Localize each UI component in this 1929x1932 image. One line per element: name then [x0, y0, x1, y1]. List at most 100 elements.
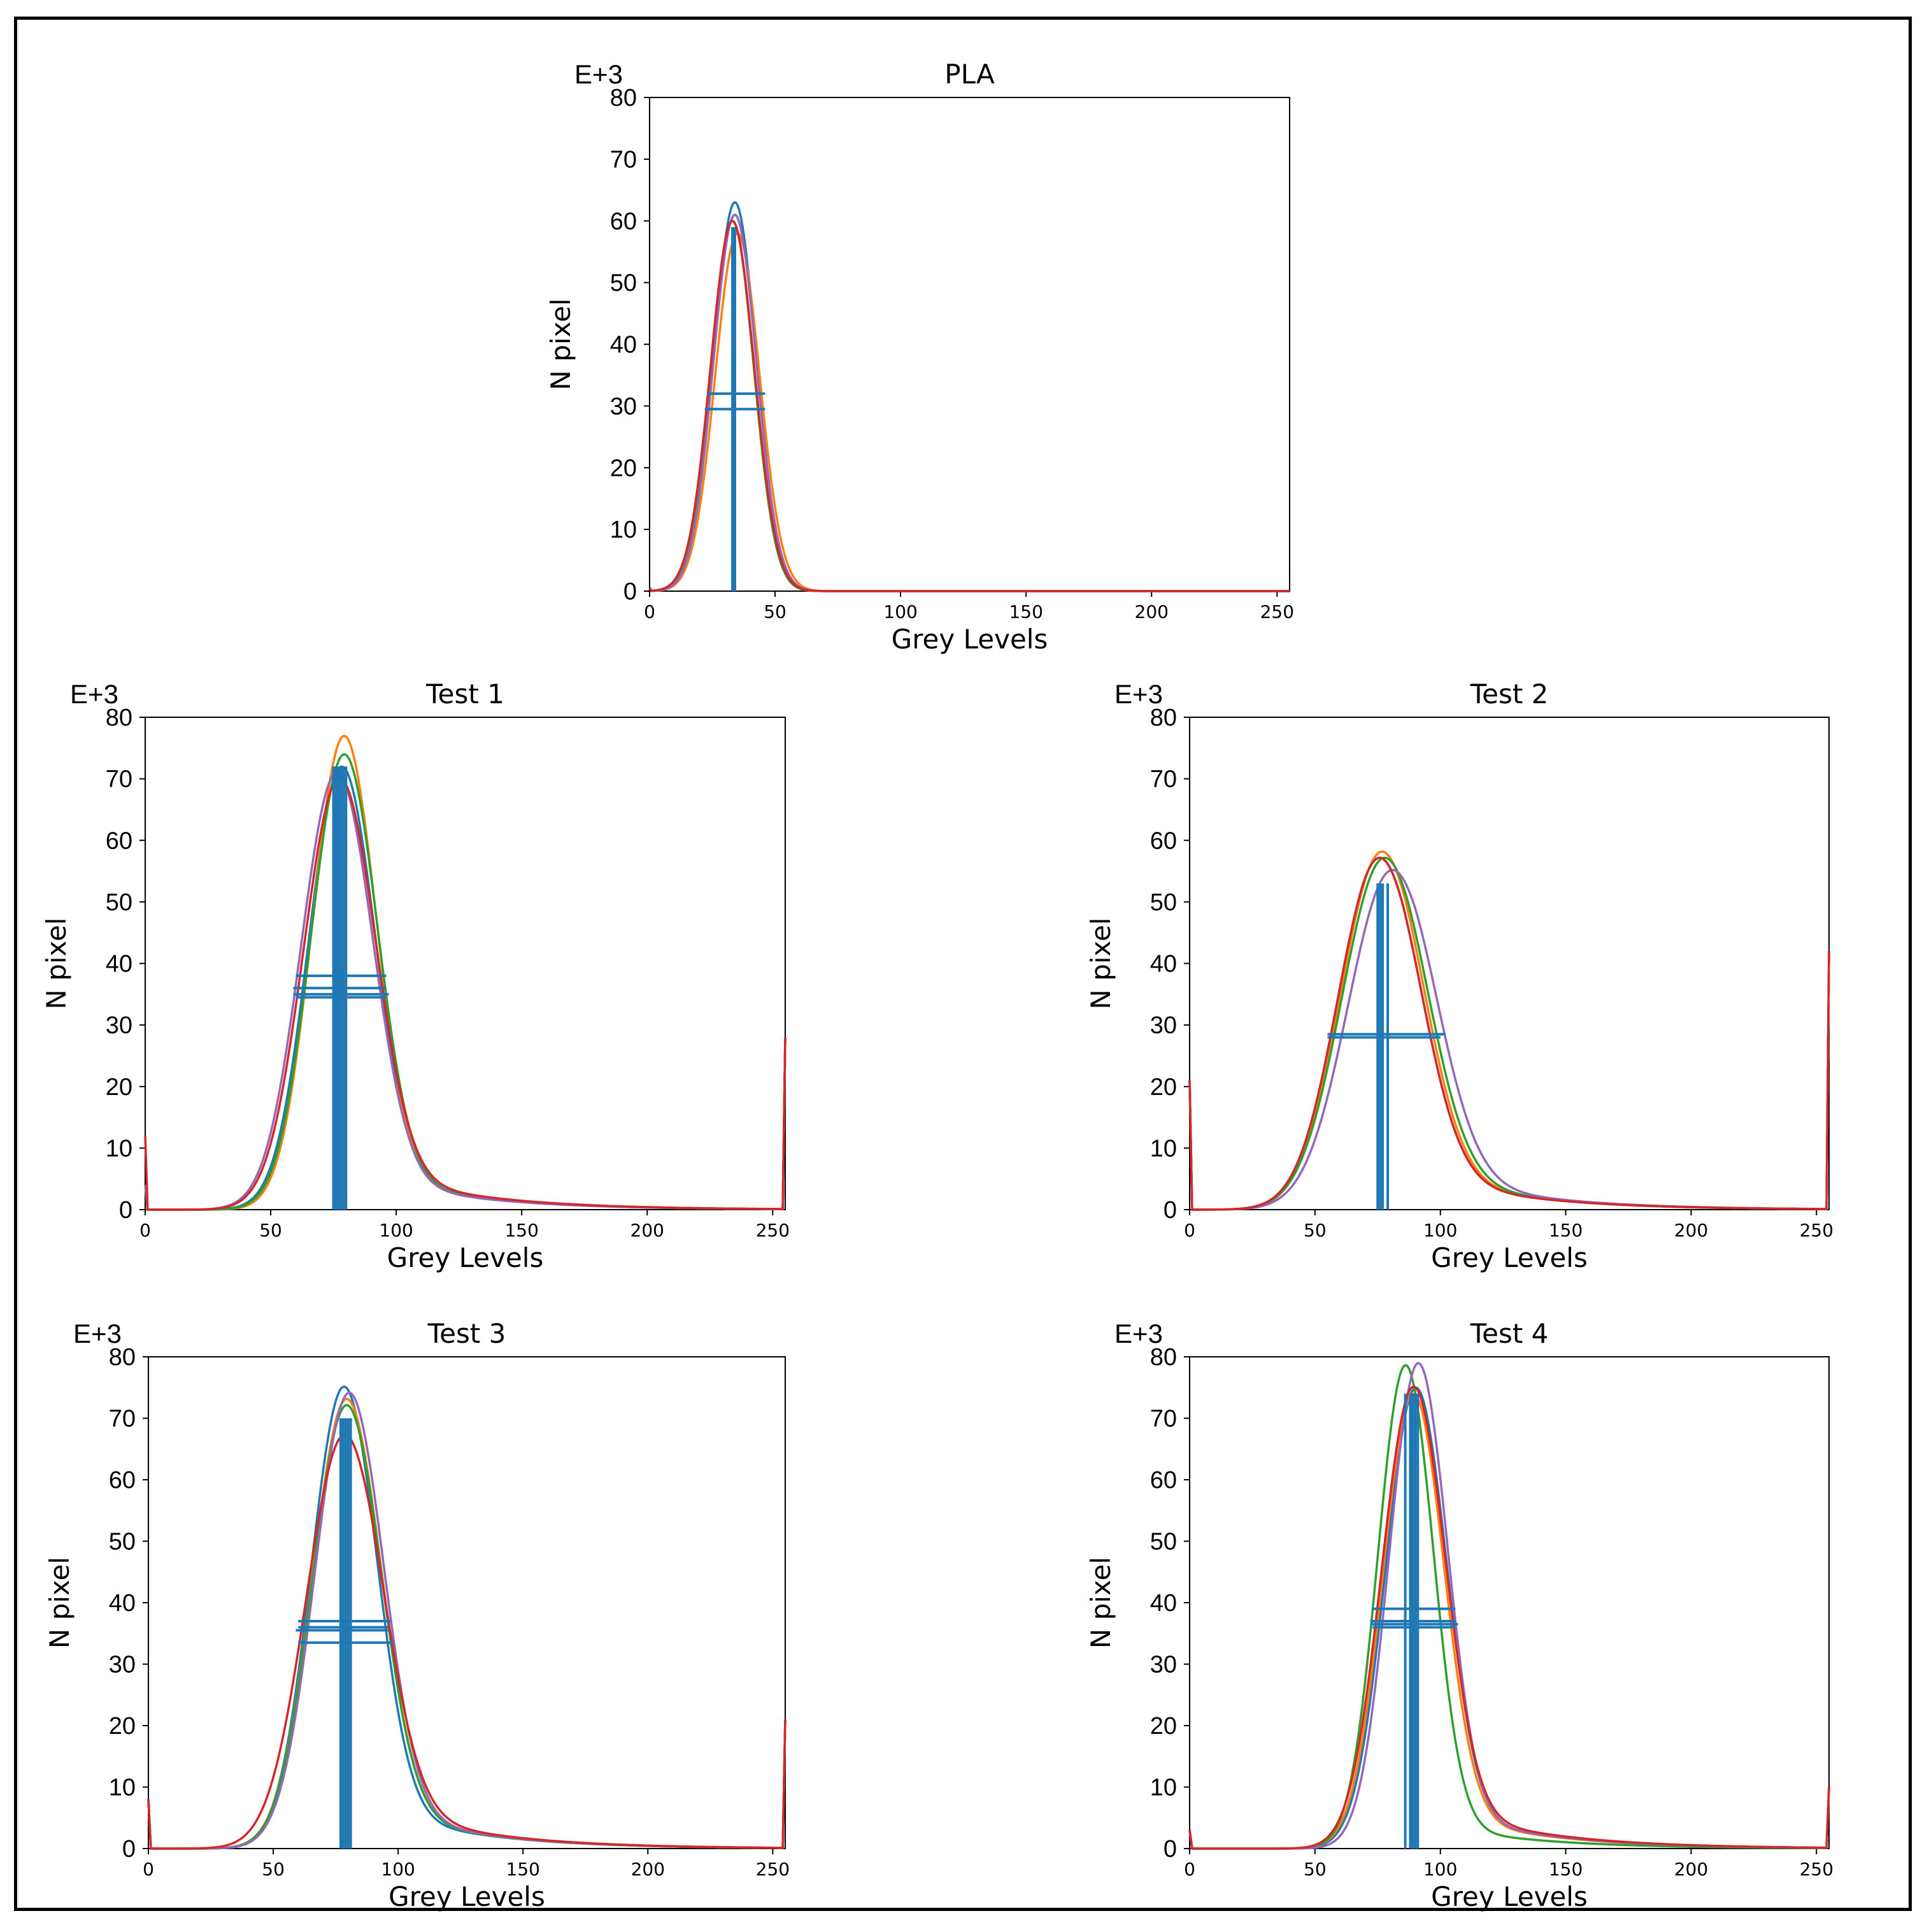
y-tick-label: 60	[106, 827, 132, 854]
y-tick-label: 70	[1150, 1406, 1177, 1433]
x-tick-label: 50	[764, 601, 787, 622]
y-axis-label: N pixel	[545, 298, 576, 390]
x-tick-label: 250	[1260, 601, 1294, 622]
x-tick-label: 0	[644, 601, 655, 622]
y-tick-label: 40	[1150, 1590, 1177, 1617]
y-tick-label: 60	[109, 1467, 136, 1494]
x-axis-label: Grey Levels	[387, 1242, 544, 1273]
chart-title: Test 1	[425, 678, 504, 710]
y-axis-label: N pixel	[1085, 1557, 1116, 1649]
y-tick-label: 20	[1150, 1074, 1177, 1101]
x-tick-label: 200	[1674, 1859, 1708, 1880]
x-axis-label: Grey Levels	[388, 1881, 545, 1912]
y-multiplier: E+3	[1114, 679, 1163, 709]
plot-area	[148, 1356, 786, 1849]
y-tick-label: 50	[106, 889, 132, 916]
series-line-sample-5	[1188, 1385, 1830, 1850]
x-tick-label: 150	[1549, 1859, 1583, 1880]
series-line-sample-4	[1188, 869, 1830, 1211]
series-line-sample-3	[1188, 856, 1830, 1211]
series-line-sample-1	[147, 1385, 787, 1850]
y-multiplier: E+3	[574, 59, 623, 89]
x-tick-label: 150	[1549, 1220, 1583, 1241]
y-axis-label: N pixel	[41, 917, 72, 1009]
figure-frame	[14, 17, 1912, 1911]
y-multiplier: E+3	[70, 679, 118, 709]
series-line-sample-1	[144, 765, 787, 1211]
y-tick-label: 70	[610, 147, 637, 173]
y-tick-label: 40	[109, 1590, 136, 1617]
series-line-sample-3	[1188, 1364, 1830, 1850]
y-tick-label: 20	[106, 1074, 132, 1101]
x-tick-label: 150	[1009, 601, 1043, 622]
y-tick-label: 20	[610, 455, 637, 482]
y-tick-label: 0	[1164, 1197, 1177, 1224]
plot-area	[649, 97, 1290, 592]
series-line-sample-4	[1188, 1362, 1830, 1850]
plot-area	[1189, 717, 1830, 1210]
x-tick-label: 250	[756, 1859, 790, 1880]
y-tick-label: 50	[1150, 889, 1177, 916]
x-tick-label: 100	[1423, 1220, 1457, 1241]
y-tick-label: 80	[1150, 705, 1177, 731]
series-line-sample-4	[147, 1391, 787, 1850]
series-line-sample-4	[648, 213, 1290, 592]
y-tick-label: 30	[610, 393, 637, 420]
series-line-sample-3	[147, 1404, 787, 1850]
y-tick-label: 60	[1150, 1467, 1177, 1494]
y-tick-label: 80	[106, 705, 132, 731]
series-line-sample-5	[648, 220, 1290, 592]
y-tick-label: 10	[109, 1775, 136, 1801]
series-line-sample-1	[1188, 1386, 1830, 1850]
y-multiplier: E+3	[1114, 1319, 1163, 1349]
x-tick-label: 250	[756, 1220, 790, 1241]
y-axis-label: N pixel	[1085, 917, 1116, 1009]
y-tick-label: 30	[1150, 1652, 1177, 1678]
y-tick-label: 10	[1150, 1135, 1177, 1162]
x-tick-label: 50	[1304, 1859, 1327, 1880]
y-tick-label: 80	[109, 1344, 136, 1371]
y-tick-label: 10	[610, 517, 637, 543]
y-tick-label: 50	[1150, 1529, 1177, 1556]
series-line-sample-4	[144, 771, 787, 1211]
y-tick-label: 40	[1150, 951, 1177, 978]
y-tick-label: 70	[109, 1406, 136, 1433]
plot-area	[1189, 1356, 1830, 1849]
y-tick-label: 50	[109, 1529, 136, 1556]
series-line-sample-1	[1188, 856, 1830, 1211]
y-tick-label: 30	[106, 1012, 132, 1039]
y-tick-label: 30	[109, 1652, 136, 1678]
y-tick-label: 10	[1150, 1775, 1177, 1801]
y-tick-label: 70	[106, 766, 132, 793]
x-tick-label: 100	[379, 1220, 413, 1241]
chart-panel-3: 0 50 100 150 200 250 0 10 20 30 40 50 60 70 80 Test 3 Gr…	[44, 1318, 790, 1912]
y-tick-label: 60	[610, 208, 637, 235]
y-tick-label: 40	[106, 951, 132, 978]
y-tick-label: 0	[122, 1836, 136, 1863]
chart-title: Test 2	[1470, 678, 1549, 710]
x-tick-label: 200	[630, 1220, 664, 1241]
plot-area	[145, 717, 786, 1210]
y-multiplier: E+3	[73, 1319, 122, 1349]
x-axis-label: Grey Levels	[1431, 1881, 1588, 1912]
x-tick-label: 200	[631, 1859, 665, 1880]
series-line-sample-2	[1188, 850, 1830, 1211]
x-tick-label: 150	[506, 1859, 540, 1880]
x-tick-label: 0	[1184, 1220, 1195, 1241]
y-tick-label: 10	[106, 1135, 132, 1162]
x-tick-label: 50	[259, 1220, 282, 1241]
chart-panel-0: 0 50 100 150 200 250 0 10 20 30 40 50 60 70 80 PLA Grey …	[545, 59, 1294, 655]
chart-panel-4: 0 50 100 150 200 250 0 10 20 30 40 50 60 70 80 Test 4 Gr…	[1085, 1318, 1833, 1912]
x-tick-label: 100	[381, 1859, 415, 1880]
y-tick-label: 0	[1164, 1836, 1177, 1863]
series-line-sample-2	[147, 1398, 787, 1850]
x-tick-label: 150	[504, 1220, 538, 1241]
x-tick-label: 100	[1423, 1859, 1457, 1880]
y-tick-label: 70	[1150, 766, 1177, 793]
chart-panel-2: 0 50 100 150 200 250 0 10 20 30 40 50 60 70 80 Test 2 Gr…	[1085, 678, 1833, 1273]
x-tick-label: 50	[1304, 1220, 1327, 1241]
x-tick-label: 0	[139, 1220, 151, 1241]
y-tick-label: 0	[119, 1197, 132, 1224]
chart-title: Test 4	[1470, 1318, 1549, 1349]
